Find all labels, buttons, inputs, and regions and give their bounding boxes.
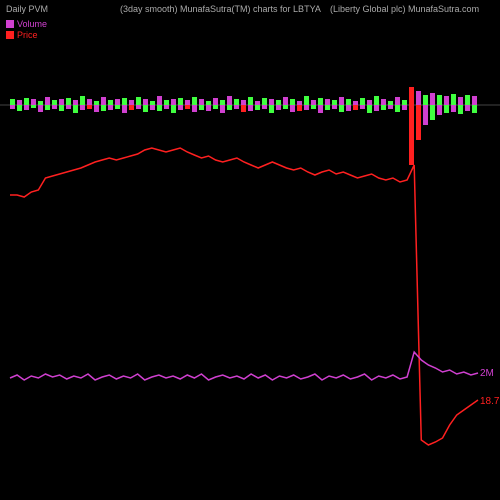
axis-label-price: 18.76 (480, 396, 500, 407)
axis-label-volume: 2M (480, 368, 494, 379)
chart-canvas (0, 0, 500, 500)
